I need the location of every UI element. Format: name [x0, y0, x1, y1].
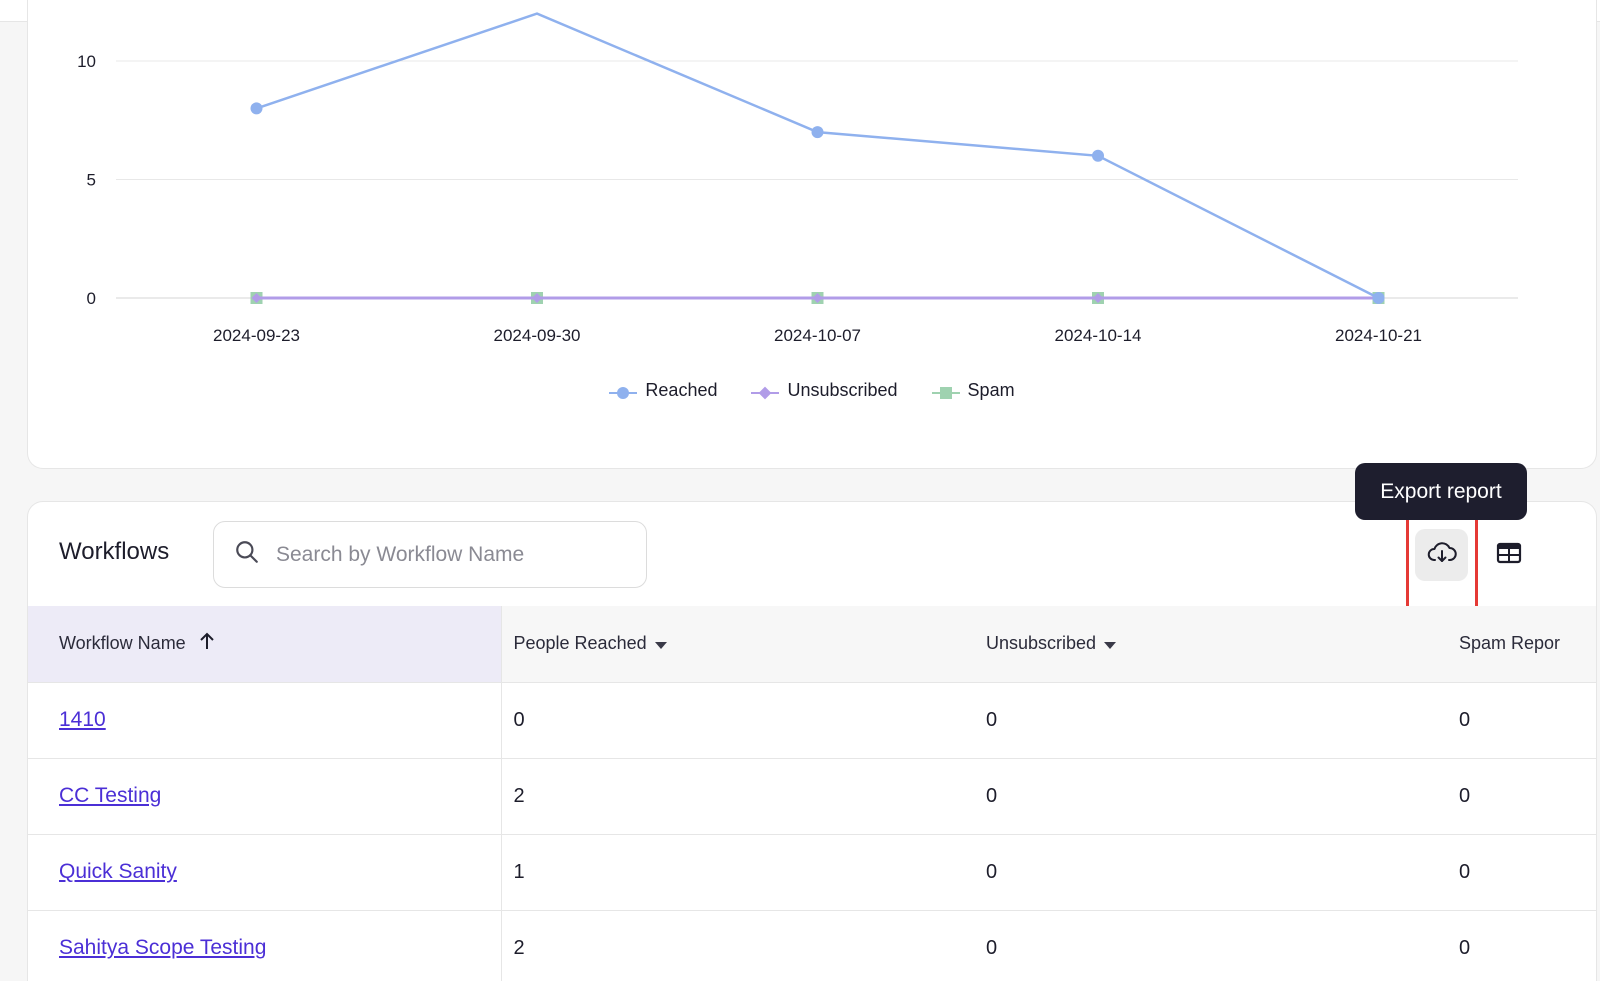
- spam-cell: 0: [1447, 682, 1596, 759]
- legend-label-unsubscribed: Unsubscribed: [787, 380, 898, 400]
- people-reached-cell: 0: [501, 682, 974, 759]
- chart-legend: Reached Unsubscribed Spam: [28, 380, 1596, 401]
- legend-label-spam: Spam: [967, 380, 1015, 400]
- legend-item-unsubscribed[interactable]: Unsubscribed: [751, 380, 898, 401]
- table-columns-icon: [1496, 542, 1522, 569]
- spam-cell: 0: [1447, 758, 1596, 835]
- workflow-link[interactable]: Sahitya Scope Testing: [59, 936, 267, 959]
- data-point-reached: [1372, 292, 1385, 304]
- column-header-people-reached[interactable]: People Reached: [501, 606, 974, 683]
- x-tick-label: 2024-09-23: [213, 326, 300, 345]
- workflow-link[interactable]: CC Testing: [59, 784, 162, 807]
- table-columns-button[interactable]: [1490, 536, 1528, 574]
- y-tick-label: 5: [87, 171, 96, 190]
- table-row: CC Testing 2 0 0: [28, 758, 1596, 835]
- unsubscribed-cell: 0: [974, 910, 1447, 981]
- column-label-workflow-name: Workflow Name: [59, 633, 186, 654]
- x-tick-label: 2024-10-21: [1335, 326, 1422, 345]
- spam-cell: 0: [1447, 834, 1596, 911]
- search-box[interactable]: [213, 521, 647, 588]
- people-reached-cell: 2: [501, 910, 974, 981]
- series-line-reached: [256, 12, 1380, 300]
- data-point-reached: [811, 126, 824, 139]
- unsubscribed-cell: 0: [974, 682, 1447, 759]
- table-header-row: Workflow Name People Reached Unsubscribe…: [28, 606, 1596, 683]
- workflow-link[interactable]: 1410: [59, 708, 106, 731]
- search-icon: [234, 539, 260, 570]
- cloud-download-icon: [1427, 540, 1457, 571]
- workflows-card: Workflows: [27, 501, 1597, 981]
- data-point-unsubscribed: [251, 293, 262, 303]
- workflows-table: Workflow Name People Reached Unsubscribe…: [28, 606, 1596, 981]
- legend-item-reached[interactable]: Reached: [609, 380, 717, 401]
- spam-cell: 0: [1447, 910, 1596, 981]
- legend-item-spam[interactable]: Spam: [931, 380, 1015, 401]
- x-tick-label: 2024-10-07: [774, 326, 861, 345]
- y-tick-label: 10: [77, 52, 96, 71]
- people-reached-cell: 2: [501, 758, 974, 835]
- reached-legend-marker: [609, 385, 638, 399]
- chart-card: 0 5 10 2024-09-23 2024-09-30 2024-10-07 2024-1…: [27, 0, 1597, 469]
- x-tick-label: 2024-10-14: [1055, 326, 1142, 345]
- unsubscribed-cell: 0: [974, 834, 1447, 911]
- arrow-up-icon: [198, 631, 216, 656]
- column-header-workflow-name[interactable]: Workflow Name: [28, 606, 502, 683]
- workflow-name-cell: CC Testing: [28, 758, 502, 835]
- data-point-unsubscribed: [812, 293, 823, 303]
- workflow-name-cell: 1410: [28, 682, 502, 759]
- caret-down-icon: [1104, 642, 1117, 650]
- workflow-name-cell: Quick Sanity: [28, 834, 502, 911]
- y-tick-label: 0: [87, 289, 96, 308]
- table-row: Quick Sanity 1 0 0: [28, 834, 1596, 911]
- workflow-name-cell: Sahitya Scope Testing: [28, 910, 502, 981]
- spam-legend-marker: [931, 385, 960, 399]
- data-point-reached: [1092, 149, 1104, 162]
- column-header-spam-report[interactable]: Spam Repor: [1447, 606, 1596, 683]
- workflow-link[interactable]: Quick Sanity: [59, 860, 177, 883]
- column-label-unsubscribed: Unsubscribed: [986, 633, 1097, 654]
- column-header-unsubscribed[interactable]: Unsubscribed: [974, 606, 1447, 683]
- export-report-button[interactable]: [1415, 529, 1468, 581]
- data-point-reached: [250, 102, 263, 115]
- table-row: Sahitya Scope Testing 2 0 0: [28, 910, 1596, 981]
- legend-label-reached: Reached: [645, 380, 718, 400]
- export-report-tooltip: Export report: [1355, 463, 1527, 520]
- unsubscribed-legend-marker: [751, 385, 780, 399]
- line-chart: 0 5 10 2024-09-23 2024-09-30 2024-10-07 2024-1…: [77, 12, 1518, 345]
- table-row: 1410 0 0 0: [28, 682, 1596, 759]
- x-tick-label: 2024-09-30: [494, 326, 581, 345]
- workflows-title: Workflows: [59, 538, 170, 565]
- unsubscribed-cell: 0: [974, 758, 1447, 835]
- column-label-people-reached: People Reached: [513, 633, 647, 654]
- column-label-spam-report: Spam Repor: [1459, 633, 1561, 654]
- search-input[interactable]: [276, 542, 636, 567]
- data-point-unsubscribed: [1093, 293, 1103, 303]
- data-point-unsubscribed: [532, 293, 542, 303]
- caret-down-icon: [654, 642, 667, 650]
- people-reached-cell: 1: [501, 834, 974, 911]
